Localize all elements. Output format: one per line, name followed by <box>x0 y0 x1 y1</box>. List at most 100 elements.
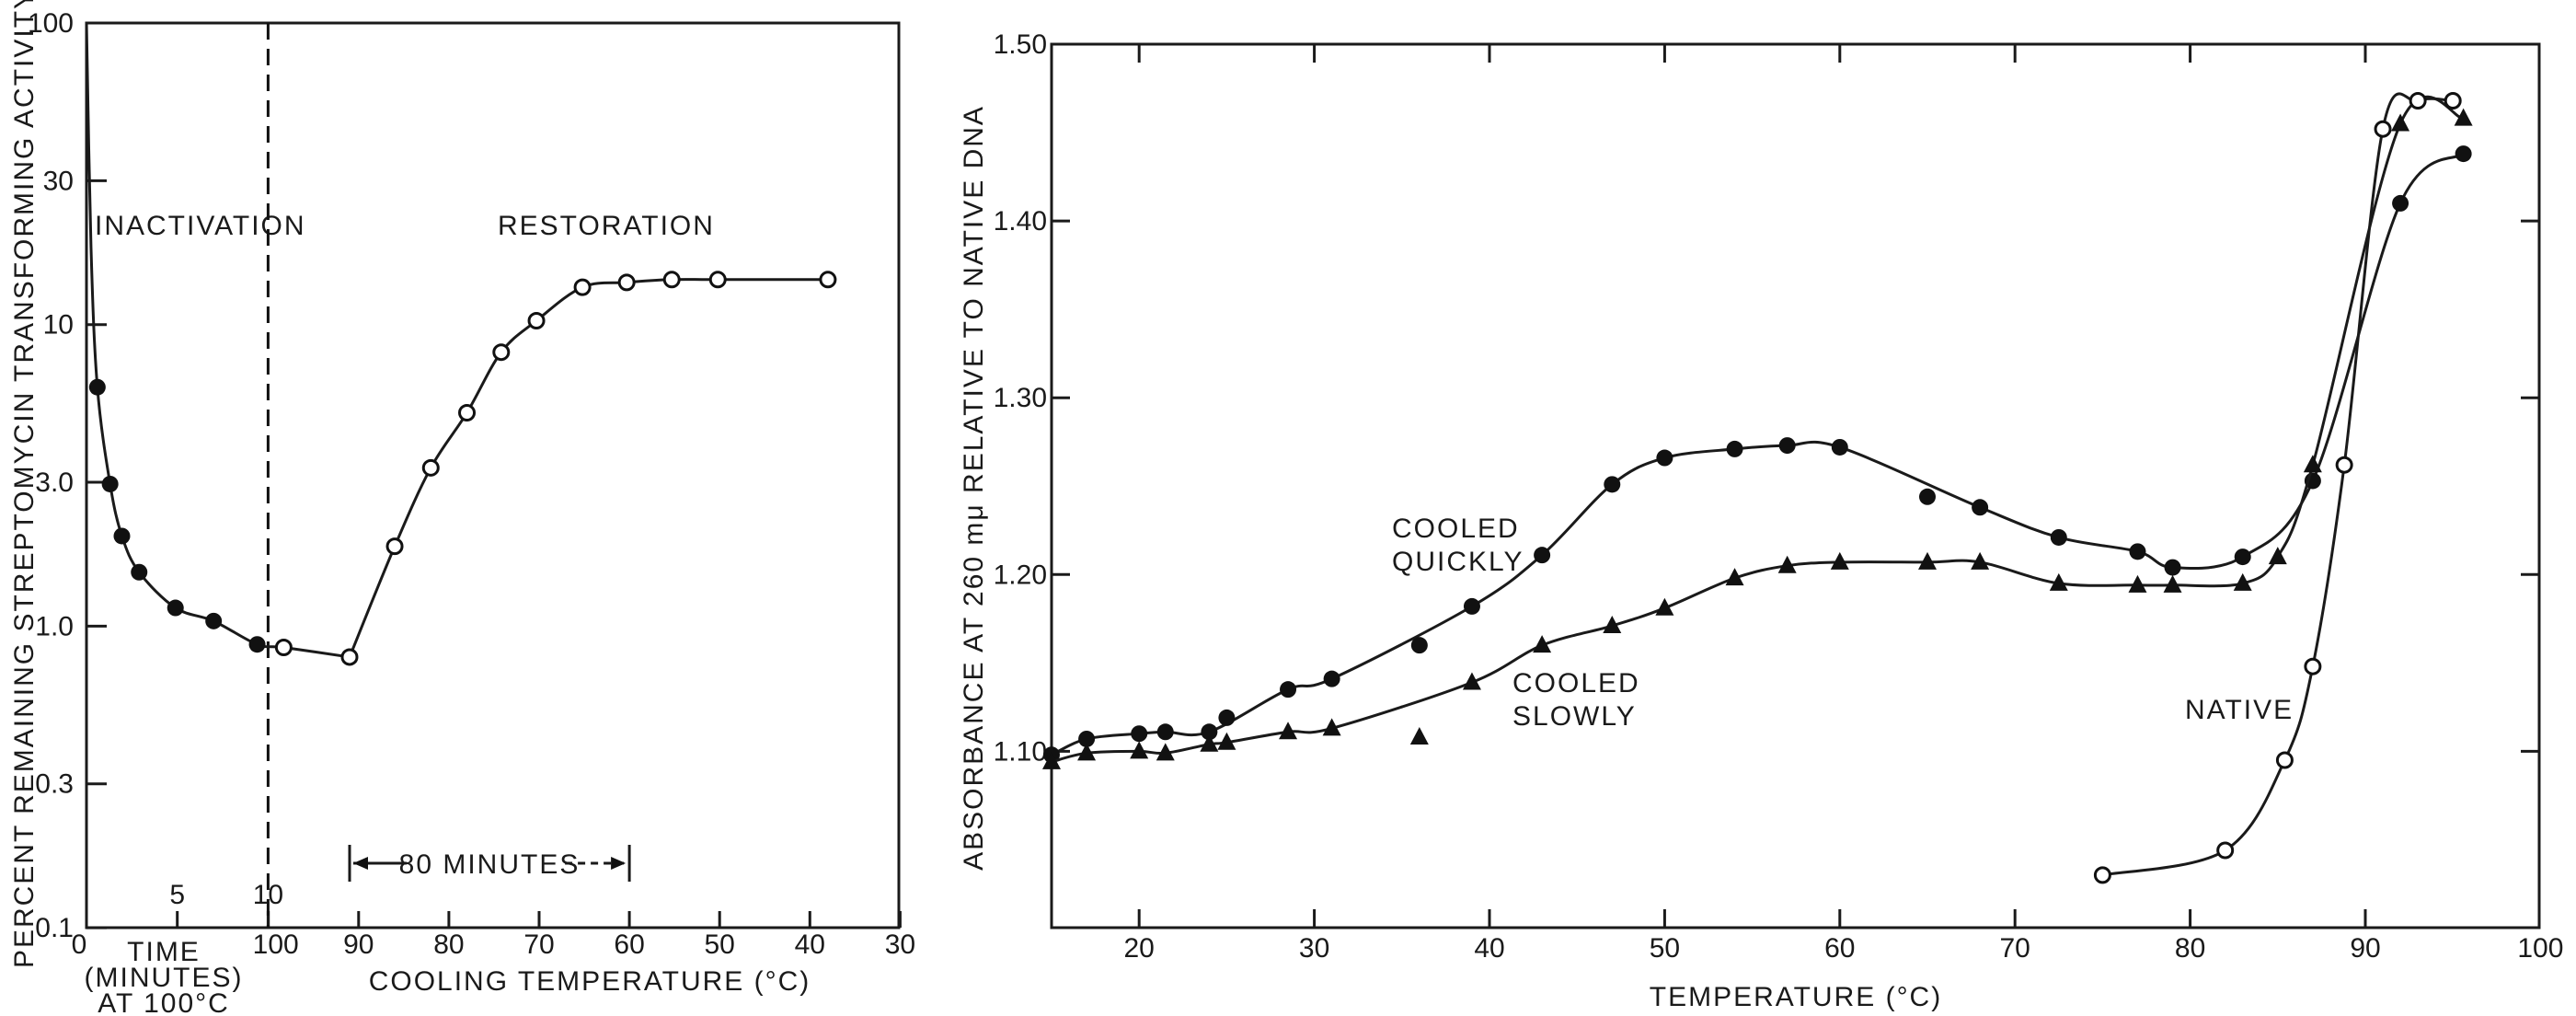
cooled-slowly-point <box>1200 733 1219 752</box>
x-tick-label: 20 <box>1124 933 1155 964</box>
cooled-quickly-point <box>1131 725 1148 743</box>
cooled-quickly-label-line: COOLED <box>1392 514 1529 544</box>
y-tick-label: 1.0 <box>35 611 74 641</box>
cooled-slowly-point <box>1655 597 1674 616</box>
x-tick-label: 70 <box>2000 933 2030 964</box>
native-point <box>2409 91 2427 110</box>
native-curve <box>2102 92 2454 877</box>
arrowhead-right-icon <box>611 857 627 870</box>
inactivation-point <box>167 599 184 617</box>
cooled-slowly-point <box>1603 616 1622 634</box>
cooled-slowly-point <box>1971 551 1990 570</box>
cooled-slowly-point <box>2268 547 2287 565</box>
cooled-slowly-point <box>1156 743 1175 761</box>
x-temp-tick-label: 40 <box>795 929 825 960</box>
y-tick-label: 3.0 <box>35 468 74 498</box>
cooled-slowly-label-line: SLOWLY <box>1512 701 1637 732</box>
inactivation-point <box>101 475 119 492</box>
cooled-quickly-point <box>2050 528 2067 546</box>
x-temp-tick-label: 90 <box>343 929 374 960</box>
y-tick-label: 100 <box>28 8 74 39</box>
cooled-slowly-point <box>2049 572 2068 591</box>
y-tick-label: 10 <box>43 310 74 341</box>
x-tick-label: 100 <box>2517 933 2563 964</box>
cooled-quickly-point <box>1831 438 1848 456</box>
restoration-point <box>573 278 592 296</box>
x-tick-label: 90 <box>2350 933 2380 964</box>
cooled-quickly-point <box>1078 730 1096 747</box>
cooled-slowly-point <box>1042 751 1061 769</box>
cooled-slowly-point <box>1322 718 1341 736</box>
restoration-point <box>385 537 404 556</box>
cooled-slowly-label: COOLED SLOWLY <box>1512 668 1650 732</box>
cooled-slowly-point <box>2233 572 2252 591</box>
y-tick-label: 1.20 <box>994 560 1047 590</box>
native-label: NATIVE <box>2185 695 2294 725</box>
cooled-quickly-point <box>2129 543 2146 560</box>
cooled-slowly-point <box>1725 568 1744 586</box>
right-x-axis-title: TEMPERATURE (°C) <box>1650 982 1942 1012</box>
cooled-quickly-point <box>1534 547 1551 564</box>
temp-axis-title: COOLING TEMPERATURE (°C) <box>369 966 811 997</box>
cooled-slowly-point <box>1533 635 1552 653</box>
restoration-point <box>708 271 727 289</box>
inactivation-point <box>205 612 223 629</box>
x-temp-tick-label: 100 <box>253 929 299 960</box>
cooled-slowly-point <box>1409 727 1429 745</box>
x-temp-tick-label: 70 <box>523 929 554 960</box>
x-temp-tick-label: 80 <box>433 929 464 960</box>
native-point <box>2374 120 2392 138</box>
x-temp-tick-label: 60 <box>614 929 644 960</box>
absorbance-chart: ABSORBANCE AT 260 mμ RELATIVE TO NATIVE … <box>959 29 2563 1012</box>
arrowhead-left-icon <box>352 857 368 870</box>
inactivation-point <box>248 636 266 653</box>
cooled-quickly-label-line: QUICKLY <box>1392 547 1524 577</box>
cooled-quickly-point <box>1972 499 1989 516</box>
left-y-axis-title: PERCENT REMAINING STREPTOMYCIN TRANSFORM… <box>9 0 40 968</box>
activity-chart: PERCENT REMAINING STREPTOMYCIN TRANSFORM… <box>9 0 915 1016</box>
cooled-quickly-point <box>1726 440 1743 457</box>
cooled-slowly-point <box>2128 574 2147 593</box>
cooled-slowly-point <box>2163 574 2182 593</box>
cooled-quickly-point <box>1410 637 1428 654</box>
y-tick-label: 1.40 <box>994 206 1047 237</box>
time-axis-title-1: TIME <box>127 937 201 967</box>
restoration-point <box>819 271 837 289</box>
time-axis-title-2: (MINUTES) <box>85 963 244 993</box>
x-temp-tick-label: 50 <box>705 929 735 960</box>
cooled-slowly-point <box>2454 108 2473 126</box>
restoration-curve <box>348 278 828 658</box>
cooled-slowly-point <box>1462 672 1481 690</box>
cooled-quickly-point <box>1604 476 1621 493</box>
cooled-quickly-point <box>1323 670 1340 687</box>
inactivation-point <box>88 378 106 396</box>
cooled-quickly-point <box>1656 449 1673 467</box>
cooled-quickly-point <box>1778 437 1796 455</box>
native-point <box>2304 657 2322 675</box>
cooled-slowly-point <box>1777 555 1797 573</box>
y-tick-label: 1.10 <box>994 736 1047 767</box>
x-tick-label: 60 <box>1824 933 1855 964</box>
cooled-quickly-label: COOLED QUICKLY <box>1392 514 1529 577</box>
cooled-quickly-point <box>2392 194 2409 212</box>
native-point <box>2444 91 2462 110</box>
native-point <box>2275 751 2294 769</box>
cooled-quickly-point <box>1218 709 1236 726</box>
cooled-slowly-point <box>1217 732 1236 750</box>
x-tick-label: 40 <box>1474 933 1504 964</box>
cooled-slowly-point <box>2391 113 2410 132</box>
restoration-point <box>340 648 359 666</box>
native-point <box>2093 866 2111 884</box>
cooled-slowly-point <box>1130 741 1149 759</box>
cooled-slowly-point <box>1830 551 1849 570</box>
restoration-point <box>617 273 636 292</box>
cooled-quickly-point <box>1463 597 1480 615</box>
cooled-quickly-point <box>1201 723 1218 741</box>
x-tick-label: 50 <box>1650 933 1680 964</box>
right-plot-frame <box>1050 42 2541 929</box>
y-tick-label: 1.30 <box>994 383 1047 413</box>
y-tick-label: 1.50 <box>994 29 1047 60</box>
restoration-point <box>527 311 546 329</box>
